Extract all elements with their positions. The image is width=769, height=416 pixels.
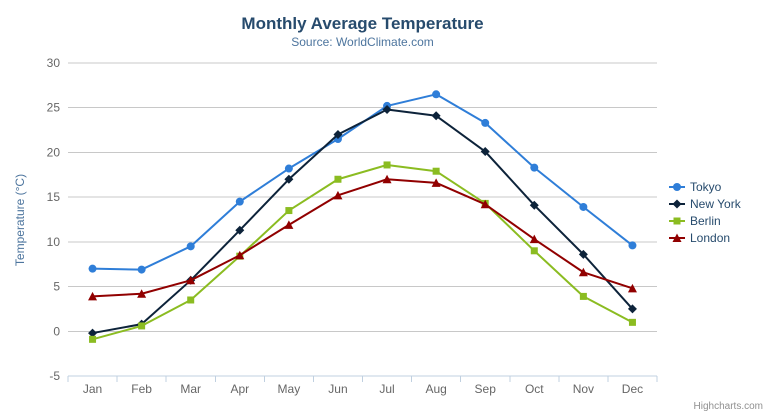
legend-item-london[interactable]: London (669, 229, 741, 246)
svg-text:25: 25 (47, 101, 61, 115)
legend-item-berlin[interactable]: Berlin (669, 212, 741, 229)
diamond-marker-icon (669, 199, 685, 208)
legend-item-label: London (690, 230, 731, 245)
series-new-york (88, 105, 637, 338)
svg-text:15: 15 (47, 190, 61, 204)
legend-item-new-york[interactable]: New York (669, 195, 741, 212)
svg-text:30: 30 (47, 56, 61, 70)
svg-text:20: 20 (47, 145, 61, 159)
svg-text:Jun: Jun (328, 382, 347, 396)
series-berlin (89, 161, 636, 343)
svg-text:-5: -5 (49, 369, 60, 383)
svg-text:Feb: Feb (131, 382, 152, 396)
y-axis-title: Temperature (°C) (13, 173, 27, 267)
svg-text:Jul: Jul (379, 382, 394, 396)
legend-item-label: Tokyo (690, 179, 722, 194)
legend: Tokyo New York Berlin London (669, 178, 741, 246)
svg-text:Nov: Nov (573, 382, 594, 396)
svg-text:Oct: Oct (525, 382, 544, 396)
legend-item-tokyo[interactable]: Tokyo (669, 178, 741, 195)
svg-text:Aug: Aug (425, 382, 446, 396)
chart-subtitle: Source: WorldClimate.com (291, 35, 434, 49)
legend-item-label: Berlin (690, 213, 721, 228)
svg-text:5: 5 (53, 280, 60, 294)
credits-link[interactable]: Highcharts.com (693, 401, 763, 412)
chart-title: Monthly Average Temperature (241, 14, 484, 33)
svg-text:Apr: Apr (230, 382, 249, 396)
legend-item-label: New York (690, 196, 741, 211)
square-marker-icon (669, 217, 685, 224)
svg-text:0: 0 (53, 324, 60, 338)
svg-text:May: May (278, 382, 301, 396)
series-london (88, 174, 637, 301)
svg-text:Sep: Sep (475, 382, 497, 396)
triangle-marker-icon (669, 233, 685, 242)
svg-text:Mar: Mar (180, 382, 201, 396)
circle-marker-icon (669, 182, 685, 191)
svg-text:Dec: Dec (622, 382, 643, 396)
svg-text:10: 10 (47, 235, 61, 249)
svg-text:Jan: Jan (83, 382, 102, 396)
series-tokyo (88, 90, 637, 274)
